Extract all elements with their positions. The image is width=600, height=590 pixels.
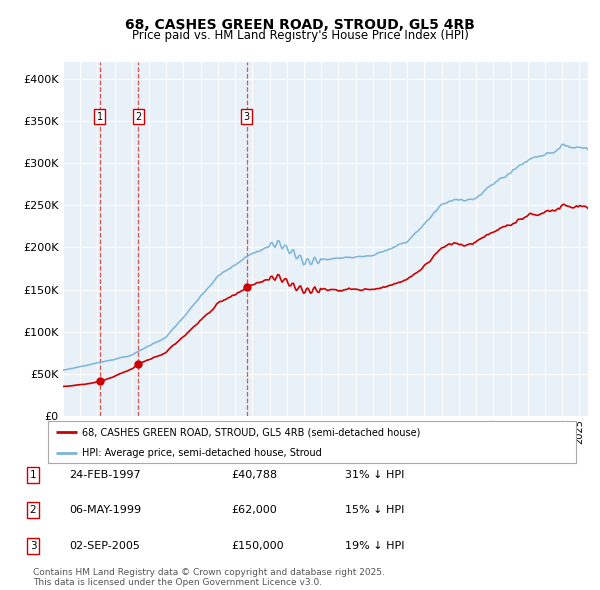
Text: 02-SEP-2005: 02-SEP-2005: [69, 541, 140, 550]
Text: Price paid vs. HM Land Registry's House Price Index (HPI): Price paid vs. HM Land Registry's House …: [131, 30, 469, 42]
Text: £150,000: £150,000: [231, 541, 284, 550]
Text: 2: 2: [135, 112, 142, 122]
Text: 3: 3: [29, 541, 37, 550]
Text: 15% ↓ HPI: 15% ↓ HPI: [345, 506, 404, 515]
Text: 19% ↓ HPI: 19% ↓ HPI: [345, 541, 404, 550]
Text: 06-MAY-1999: 06-MAY-1999: [69, 506, 141, 515]
Text: 2: 2: [29, 506, 37, 515]
Text: 68, CASHES GREEN ROAD, STROUD, GL5 4RB (semi-detached house): 68, CASHES GREEN ROAD, STROUD, GL5 4RB (…: [82, 427, 421, 437]
Text: 31% ↓ HPI: 31% ↓ HPI: [345, 470, 404, 480]
Text: 1: 1: [29, 470, 37, 480]
Text: Contains HM Land Registry data © Crown copyright and database right 2025.
This d: Contains HM Land Registry data © Crown c…: [33, 568, 385, 587]
Text: 24-FEB-1997: 24-FEB-1997: [69, 470, 140, 480]
Text: £40,788: £40,788: [231, 470, 277, 480]
Text: HPI: Average price, semi-detached house, Stroud: HPI: Average price, semi-detached house,…: [82, 448, 322, 457]
Text: 68, CASHES GREEN ROAD, STROUD, GL5 4RB: 68, CASHES GREEN ROAD, STROUD, GL5 4RB: [125, 18, 475, 32]
Text: 3: 3: [244, 112, 250, 122]
Text: £62,000: £62,000: [231, 506, 277, 515]
Text: 1: 1: [97, 112, 103, 122]
